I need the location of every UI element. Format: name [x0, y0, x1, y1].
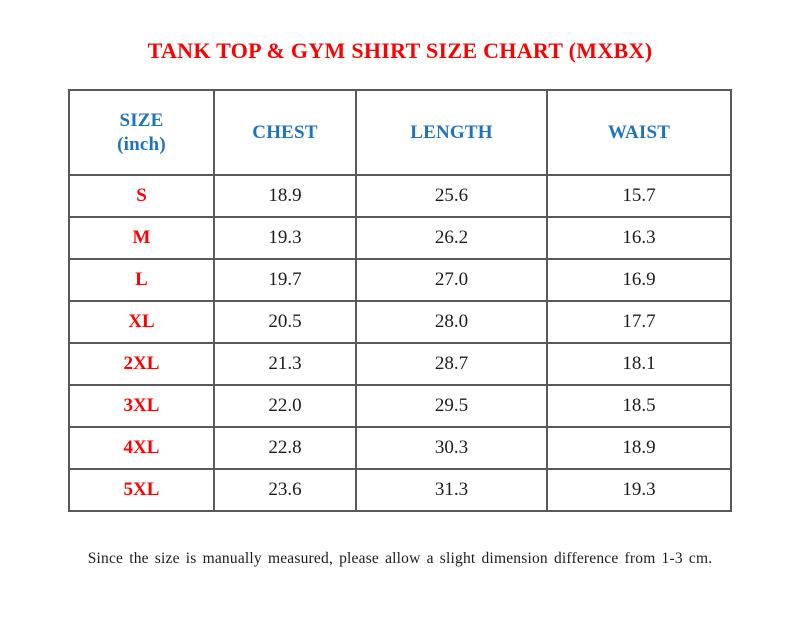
table-row: S 18.9 25.6 15.7	[68, 174, 732, 218]
length-value: 28.7	[355, 342, 548, 386]
length-value: 29.5	[355, 384, 548, 428]
chest-value: 22.8	[213, 426, 357, 470]
waist-value: 16.9	[546, 258, 732, 302]
chest-value: 23.6	[213, 468, 357, 512]
size-label: 5XL	[68, 468, 215, 512]
chest-value: 18.9	[213, 174, 357, 218]
size-chart-page: TANK TOP & GYM SHIRT SIZE CHART (MXBX) S…	[68, 38, 732, 567]
size-label: M	[68, 216, 215, 260]
waist-value: 18.5	[546, 384, 732, 428]
size-label: L	[68, 258, 215, 302]
waist-value: 15.7	[546, 174, 732, 218]
table-row: 4XL 22.8 30.3 18.9	[68, 426, 732, 470]
table-row: L 19.7 27.0 16.9	[68, 258, 732, 302]
table-row: 5XL 23.6 31.3 19.3	[68, 468, 732, 512]
waist-value: 16.3	[546, 216, 732, 260]
length-value: 25.6	[355, 174, 548, 218]
header-row: SIZE (inch) CHEST LENGTH WAIST	[68, 89, 732, 176]
column-header-length: LENGTH	[355, 89, 548, 176]
chest-value: 19.3	[213, 216, 357, 260]
table-row: M 19.3 26.2 16.3	[68, 216, 732, 260]
length-value: 27.0	[355, 258, 548, 302]
table-row: XL 20.5 28.0 17.7	[68, 300, 732, 344]
waist-value: 18.1	[546, 342, 732, 386]
chest-value: 19.7	[213, 258, 357, 302]
footnote: Since the size is manually measured, ple…	[87, 550, 713, 567]
table-row: 3XL 22.0 29.5 18.5	[68, 384, 732, 428]
page-title: TANK TOP & GYM SHIRT SIZE CHART (MXBX)	[147, 38, 653, 63]
length-value: 30.3	[355, 426, 548, 470]
size-label: XL	[68, 300, 215, 344]
size-label: 2XL	[68, 342, 215, 386]
chest-value: 20.5	[213, 300, 357, 344]
size-label: 4XL	[68, 426, 215, 470]
column-header-size: SIZE (inch)	[68, 89, 215, 176]
table-row: 2XL 21.3 28.7 18.1	[68, 342, 732, 386]
waist-value: 18.9	[546, 426, 732, 470]
length-value: 31.3	[355, 468, 548, 512]
waist-value: 19.3	[546, 468, 732, 512]
column-header-waist: WAIST	[546, 89, 732, 176]
size-label: S	[68, 174, 215, 218]
size-chart-table: SIZE (inch) CHEST LENGTH WAIST S 18.9 25…	[68, 89, 732, 512]
chest-value: 21.3	[213, 342, 357, 386]
chest-value: 22.0	[213, 384, 357, 428]
column-header-chest: CHEST	[213, 89, 357, 176]
waist-value: 17.7	[546, 300, 732, 344]
size-label: 3XL	[68, 384, 215, 428]
length-value: 28.0	[355, 300, 548, 344]
length-value: 26.2	[355, 216, 548, 260]
